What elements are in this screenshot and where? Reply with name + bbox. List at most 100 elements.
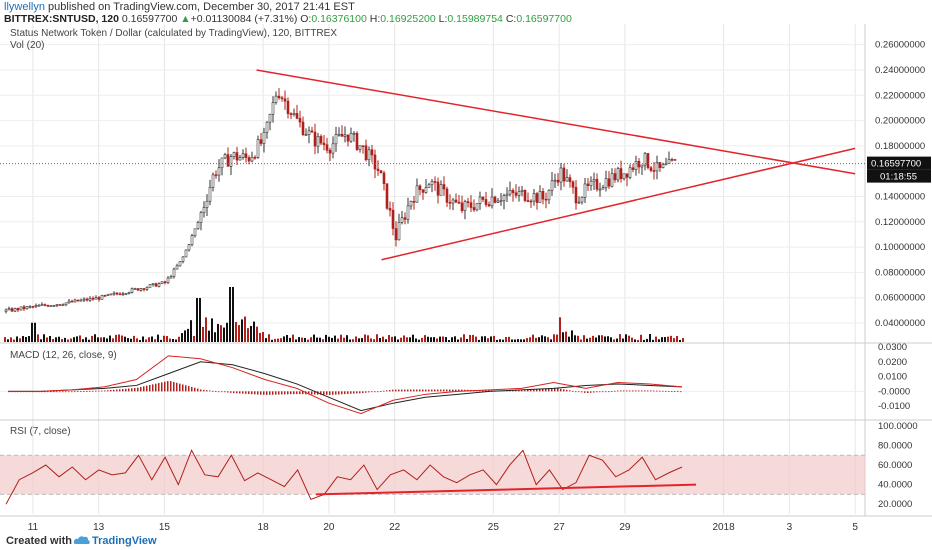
candle-body <box>295 113 299 119</box>
macd-histogram-bar <box>278 391 280 395</box>
candle-body <box>604 178 608 188</box>
macd-histogram-bar <box>377 391 379 393</box>
macd-histogram-bar <box>335 391 337 395</box>
volume-bar <box>304 338 306 342</box>
macd-histogram-bar <box>173 381 175 392</box>
macd-histogram-bar <box>248 391 250 394</box>
trendlines[interactable] <box>256 69 856 261</box>
candle-body <box>160 281 164 285</box>
price-pane[interactable]: Status Network Token / Dollar (calculate… <box>0 28 865 342</box>
volume-bar <box>562 332 564 342</box>
macd-histogram-bar <box>119 389 121 392</box>
volume-bar <box>676 336 678 342</box>
candle-body <box>541 191 545 200</box>
macd-histogram-bar <box>590 391 592 393</box>
macd-pane[interactable]: MACD (12, 26, close, 9) <box>0 350 865 415</box>
macd-histogram-bar <box>341 391 343 395</box>
volume-bar <box>397 339 399 342</box>
candle-body <box>55 304 59 306</box>
volume-bar <box>595 337 597 342</box>
macd-histogram-bar <box>176 382 178 392</box>
volume-bar <box>439 336 441 342</box>
volume-bar <box>238 325 240 342</box>
y-axis[interactable]: 0.26000000 0.24000000 0.22000000 0.20000000… <box>875 40 925 511</box>
author-link[interactable]: llywellyn <box>4 1 45 13</box>
volume-bar <box>43 334 45 342</box>
chart-area[interactable]: Status Network Token / Dollar (calculate… <box>0 24 932 530</box>
macd-histogram-bar <box>149 385 151 392</box>
macd-histogram-bar <box>44 391 46 393</box>
rsi-pane[interactable]: RSI (7, close) <box>0 426 865 505</box>
macd-histogram-bar <box>242 391 244 394</box>
candle-body <box>307 130 311 135</box>
macd-histogram-bar <box>233 391 235 394</box>
candle-body <box>580 197 584 203</box>
volume-bar <box>193 335 195 342</box>
volume-bar <box>652 339 654 342</box>
volume-bar <box>475 336 477 342</box>
candle-body <box>607 178 611 187</box>
macd-histogram-bar <box>410 389 412 392</box>
candle-body <box>385 183 389 209</box>
macd-histogram-bar <box>134 388 136 392</box>
volume-bar <box>163 335 165 342</box>
volume-bar <box>571 330 573 342</box>
volume-bar <box>403 335 405 342</box>
macd-histogram-bar <box>137 387 139 392</box>
macd-tick-label: 0.0200 <box>878 357 907 368</box>
macd-tick-label: -0.0100 <box>878 401 910 412</box>
trendline-upper[interactable] <box>256 69 856 175</box>
macd-histogram-bar <box>296 391 298 395</box>
date-tick-label: 3 <box>787 522 793 530</box>
candle-body <box>169 276 173 279</box>
candle-body <box>103 295 107 297</box>
candle-body <box>253 156 257 159</box>
macd-histogram-bar <box>332 391 334 395</box>
candle-body <box>232 152 236 157</box>
macd-histogram-bar <box>287 391 289 395</box>
volume-bar <box>214 332 216 342</box>
candle-body <box>226 154 230 167</box>
x-axis[interactable]: 11 13 15 18 20 22 25 27 29 2018 3 5 <box>28 522 859 530</box>
rsi-trendline[interactable] <box>315 483 697 496</box>
macd-histogram-bar <box>371 391 373 393</box>
macd-histogram-bar <box>533 389 535 392</box>
volume-bar <box>610 337 612 342</box>
candle-body <box>265 121 269 133</box>
macd-histogram-bar <box>257 391 259 395</box>
macd-histogram-bar <box>74 391 76 393</box>
volume-bar <box>175 339 177 342</box>
macd-line <box>8 361 683 412</box>
candle-body <box>640 164 644 168</box>
volume-bar <box>82 339 84 342</box>
candle-body <box>442 184 446 190</box>
macd-histogram-bar <box>530 389 532 392</box>
volume-bar <box>157 334 159 342</box>
volume-bar <box>667 336 669 342</box>
candle-body <box>319 136 323 144</box>
macd-histogram-bar <box>266 391 268 395</box>
macd-histogram-bar <box>179 383 181 392</box>
candle-body <box>499 200 503 203</box>
candle-body <box>79 299 83 302</box>
candle-body <box>364 145 368 161</box>
macd-histogram-bar <box>83 391 85 392</box>
trendline-lower[interactable] <box>381 147 856 261</box>
candle-body <box>46 305 50 307</box>
volume-bar <box>55 337 57 342</box>
candle-body <box>595 179 599 190</box>
candle-body <box>85 298 89 301</box>
candle-body <box>61 304 65 307</box>
candle-body <box>199 212 203 223</box>
macd-histogram-bar <box>638 390 640 392</box>
candle-body <box>274 95 278 103</box>
macd-histogram-bar <box>284 391 286 395</box>
volume-bar <box>361 338 363 342</box>
price-tick-label: 0.26000000 <box>875 40 925 51</box>
macd-histogram-bar <box>593 391 595 393</box>
macd-histogram-bar <box>56 391 58 393</box>
candle-body <box>523 190 527 201</box>
tradingview-brand[interactable]: TradingView <box>92 535 157 547</box>
volume-bar <box>301 337 303 342</box>
last-price: 0.16597700 <box>121 13 178 25</box>
